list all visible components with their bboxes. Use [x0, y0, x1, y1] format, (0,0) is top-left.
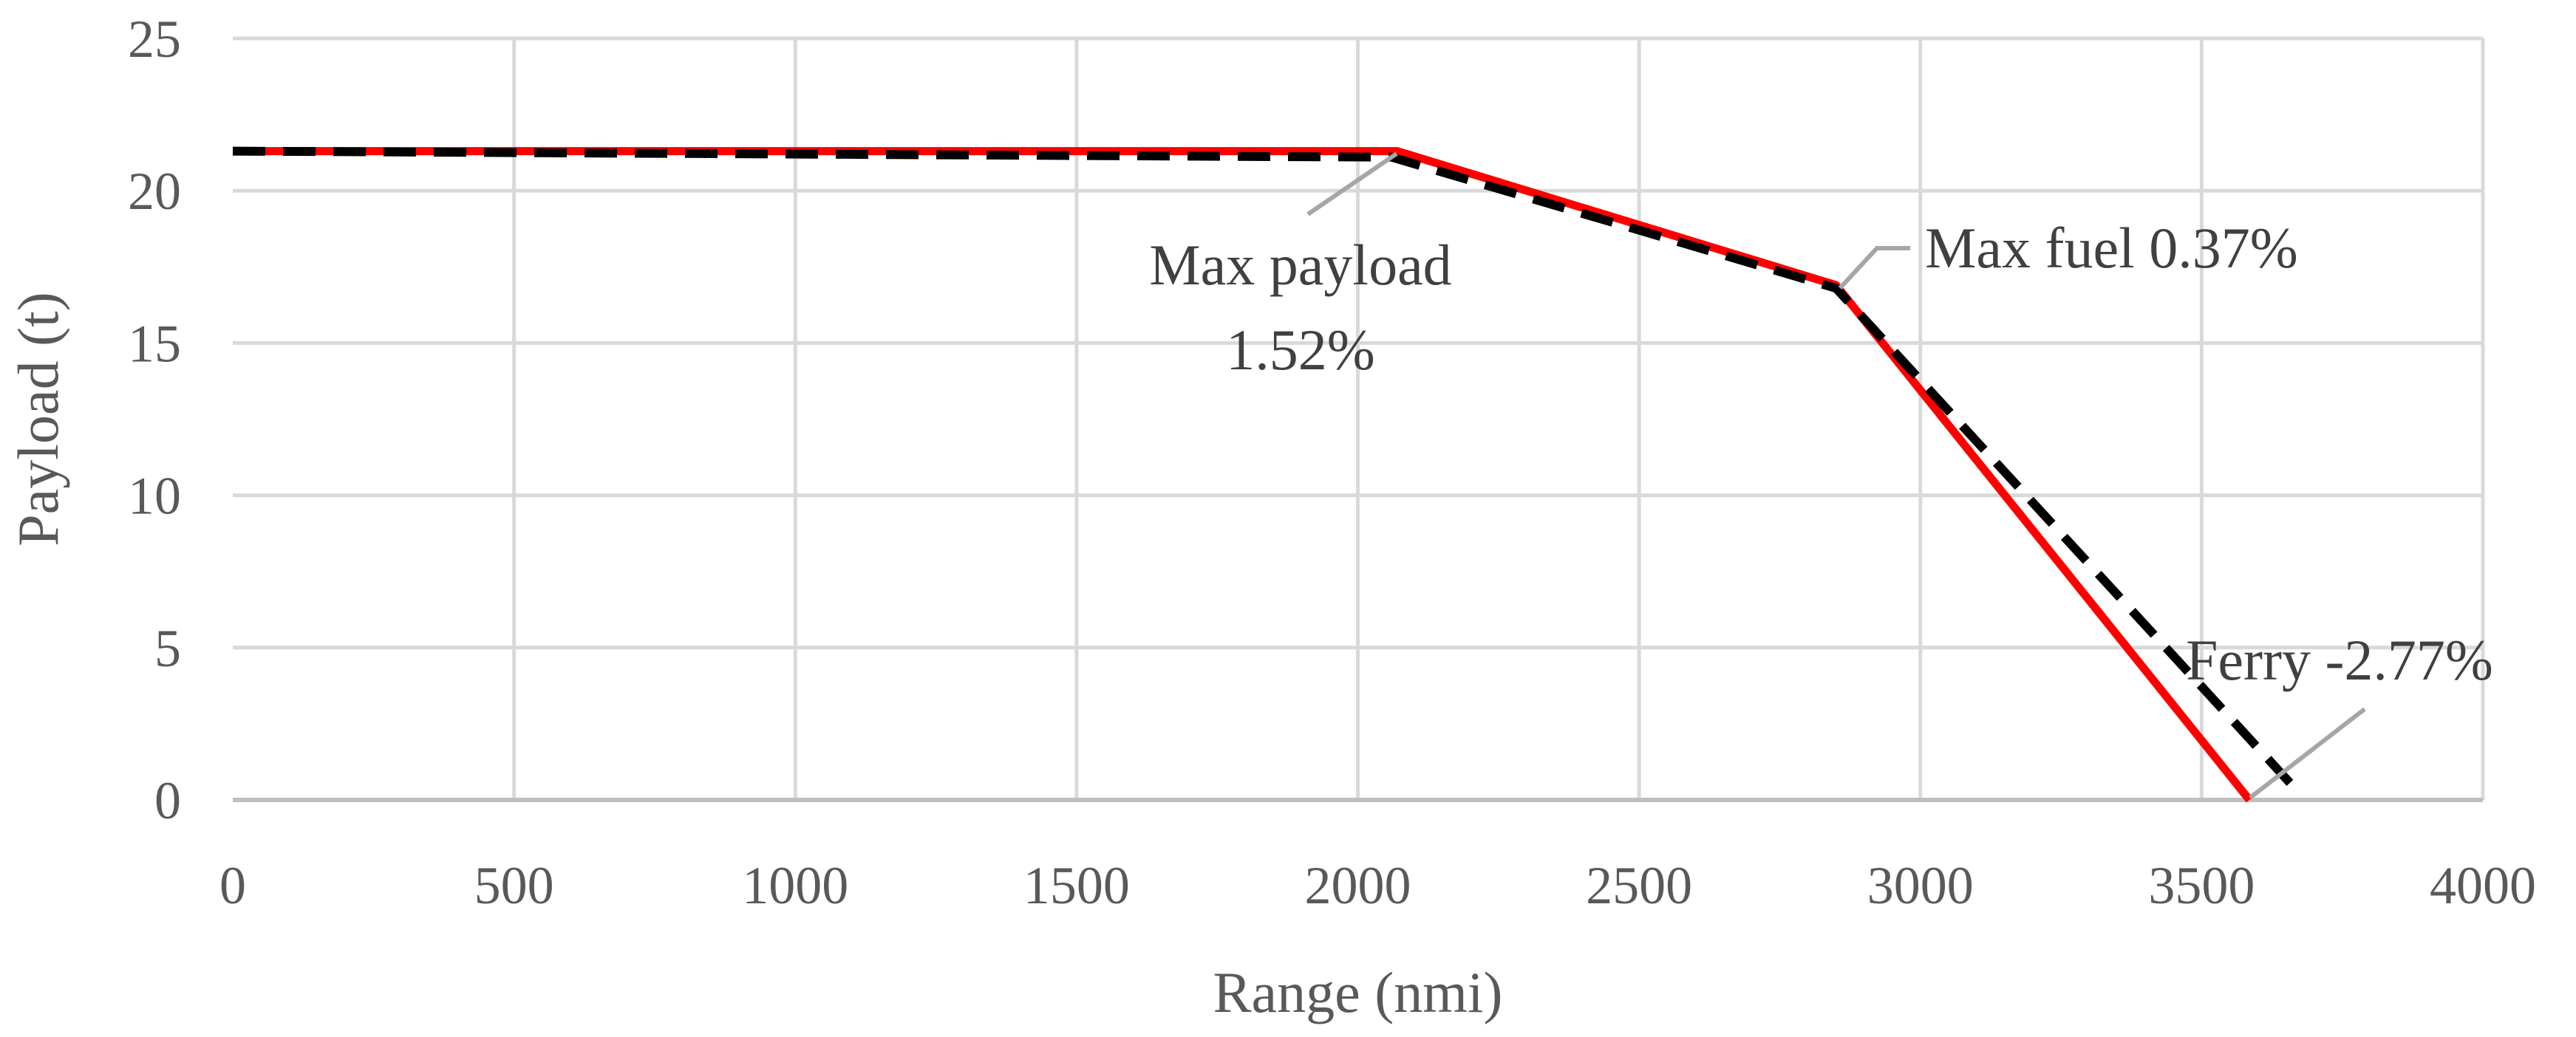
- grid: [233, 36, 2485, 800]
- series-group: [232, 146, 2295, 803]
- x-axis-title: Range (nmi): [1213, 960, 1502, 1024]
- x-tick-label: 1000: [742, 856, 848, 915]
- y-tick-label: 0: [154, 771, 181, 830]
- x-tick-label: 2500: [1586, 856, 1692, 915]
- y-tick-label: 20: [128, 162, 181, 221]
- y-tick-label: 5: [154, 619, 181, 678]
- x-tick-label: 0: [219, 856, 246, 915]
- x-tick-label: 3000: [1867, 856, 1974, 915]
- y-axis-title: Payload (t): [6, 292, 70, 546]
- y-tick-label: 15: [128, 314, 181, 373]
- x-tick-label: 1500: [1023, 856, 1130, 915]
- annotation-label: Ferry -2.77%: [2186, 628, 2493, 692]
- series-line-dashed: [232, 146, 2295, 788]
- annotation-label: 1.52%: [1226, 318, 1374, 382]
- annotation-leader: [1306, 151, 1398, 216]
- tick-labels: 0 500 1000 1500 2000 2500 3000 3500 4000 0 5 10 15 20…: [128, 10, 2536, 915]
- annotations: Max payload 1.52% Max fuel 0.37% Ferry -2.7…: [1149, 151, 2493, 800]
- x-tick-label: 3500: [2148, 856, 2255, 915]
- x-tick-label: 4000: [2430, 856, 2536, 915]
- x-tick-label: 2000: [1305, 856, 1411, 915]
- y-tick-label: 10: [128, 467, 181, 526]
- annotation-leader: [1838, 246, 1910, 290]
- y-tick-label: 25: [128, 10, 181, 69]
- x-tick-label: 500: [474, 856, 554, 915]
- annotation-label: Max fuel 0.37%: [1925, 216, 2298, 280]
- annotation-label: Max payload: [1149, 233, 1451, 297]
- annotation-leader: [2249, 707, 2366, 800]
